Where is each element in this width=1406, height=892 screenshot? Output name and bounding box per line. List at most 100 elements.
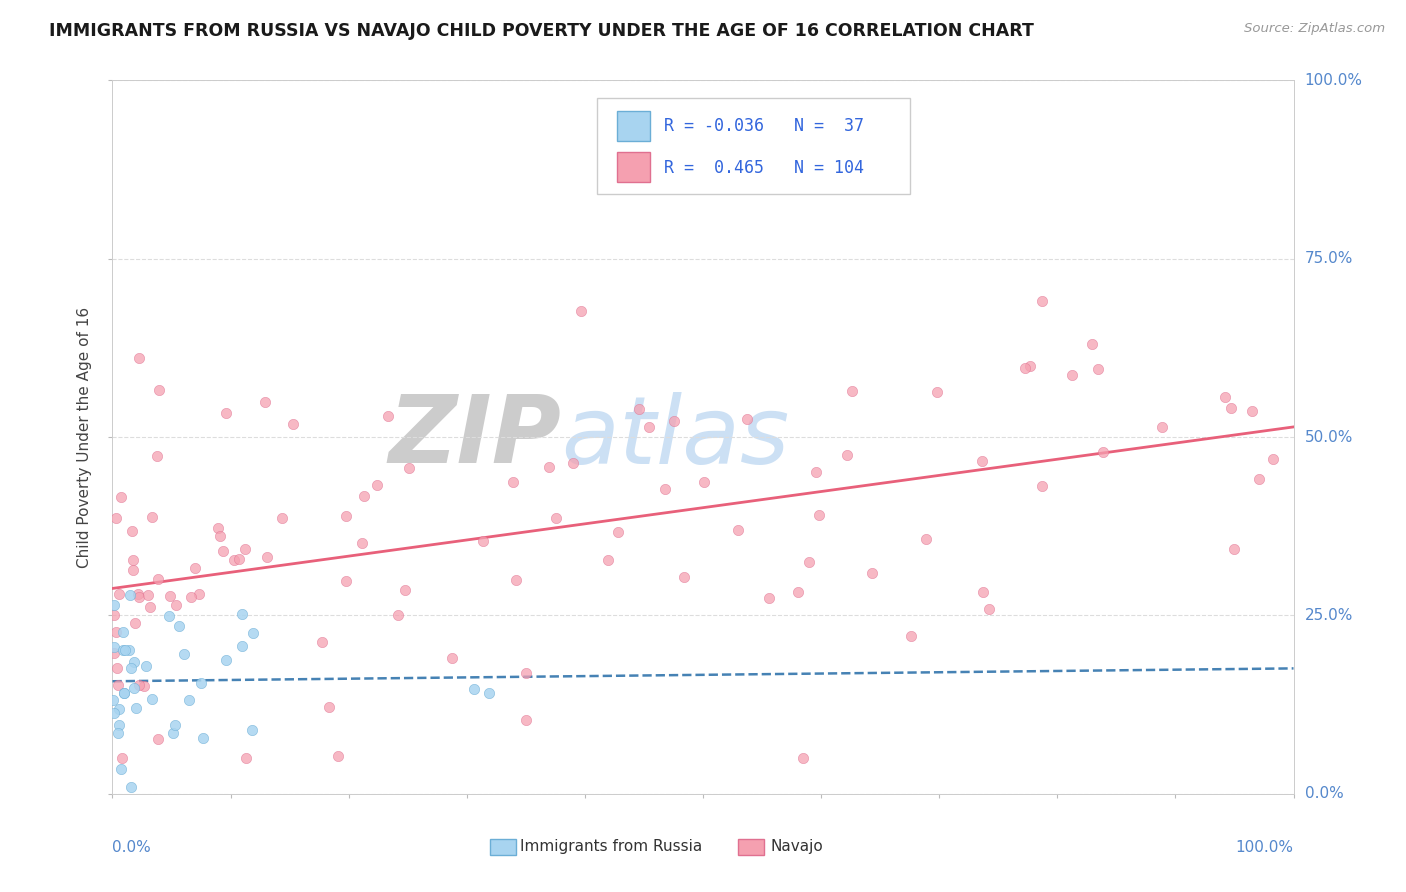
Point [925, 385, 948, 400]
Point [242, 625, 264, 640]
Point [562, 456, 585, 470]
Point [735, 412, 758, 426]
Point [1220, 401, 1243, 415]
Point [799, 555, 821, 569]
Point [1213, 390, 1236, 404]
Point [114, 642, 136, 657]
Text: 100.0%: 100.0% [1305, 73, 1362, 87]
Point [135, 659, 157, 673]
Point [104, 624, 127, 639]
Point [167, 618, 190, 632]
Point [179, 693, 201, 707]
Text: ZIP: ZIP [388, 391, 561, 483]
Point [808, 508, 831, 522]
Point [107, 678, 129, 692]
Point [1014, 361, 1036, 376]
Point [165, 598, 187, 612]
Y-axis label: Child Poverty Under the Age of 16: Child Poverty Under the Age of 16 [77, 307, 93, 567]
Point [281, 417, 304, 431]
Point [914, 532, 936, 546]
Text: R =  0.465   N = 104: R = 0.465 N = 104 [664, 159, 865, 178]
Text: 75.0%: 75.0% [1305, 252, 1353, 266]
Point [311, 634, 333, 648]
Point [212, 544, 235, 558]
Bar [491, 838, 516, 855]
Point [127, 587, 149, 601]
Point [141, 510, 163, 524]
Point [328, 749, 350, 764]
Bar [617, 152, 650, 182]
Point [159, 589, 181, 603]
Text: Source: ZipAtlas.com: Source: ZipAtlas.com [1244, 22, 1385, 36]
Point [972, 584, 994, 599]
Point [387, 607, 409, 622]
Point [117, 642, 139, 657]
Point [138, 599, 160, 614]
Text: atlas: atlas [561, 392, 790, 483]
Point [121, 780, 143, 794]
Point [141, 692, 163, 706]
Point [173, 647, 195, 661]
Point [128, 678, 150, 692]
Point [627, 402, 650, 417]
Point [112, 685, 135, 699]
Point [970, 454, 993, 468]
Point [110, 490, 132, 504]
Bar [738, 838, 765, 855]
Point [108, 717, 131, 731]
Point [121, 552, 143, 566]
Point [103, 608, 125, 623]
Text: 100.0%: 100.0% [1236, 840, 1294, 855]
Point [103, 640, 125, 655]
Point [441, 650, 464, 665]
Point [1031, 293, 1053, 308]
Point [157, 609, 180, 624]
Point [335, 508, 357, 523]
Point [190, 676, 212, 690]
Point [515, 714, 537, 728]
Point [515, 665, 537, 680]
Point [111, 751, 134, 765]
Point [335, 574, 357, 588]
Point [398, 461, 420, 475]
Point [478, 685, 501, 699]
Point [792, 751, 814, 765]
Point [546, 511, 568, 525]
Point [107, 726, 129, 740]
Point [105, 661, 128, 675]
Point [637, 419, 659, 434]
Text: Immigrants from Russia: Immigrants from Russia [520, 839, 702, 855]
Point [214, 406, 236, 420]
Point [112, 686, 135, 700]
Point [841, 384, 863, 398]
Point [1249, 472, 1271, 486]
Point [607, 524, 630, 539]
Point [215, 653, 238, 667]
Point [231, 607, 253, 622]
Point [1087, 361, 1109, 376]
Point [112, 643, 135, 657]
Point [231, 639, 253, 653]
Point [693, 475, 716, 489]
Text: IMMIGRANTS FROM RUSSIA VS NAVAJO CHILD POVERTY UNDER THE AGE OF 16 CORRELATION C: IMMIGRANTS FROM RUSSIA VS NAVAJO CHILD P… [49, 22, 1033, 40]
Text: R = -0.036   N =  37: R = -0.036 N = 37 [664, 117, 865, 136]
Point [209, 529, 232, 543]
Point [463, 681, 485, 696]
Point [163, 718, 186, 732]
Point [120, 661, 142, 675]
Point [146, 449, 169, 463]
Point [108, 702, 131, 716]
Point [352, 536, 374, 550]
Point [787, 584, 810, 599]
Point [148, 384, 170, 398]
Point [162, 726, 184, 740]
Point [569, 303, 592, 318]
Text: 50.0%: 50.0% [1305, 430, 1353, 444]
Point [148, 732, 170, 747]
Point [394, 582, 416, 597]
Point [1080, 336, 1102, 351]
Point [146, 572, 169, 586]
Bar [617, 111, 650, 141]
Point [132, 679, 155, 693]
Point [108, 587, 131, 601]
